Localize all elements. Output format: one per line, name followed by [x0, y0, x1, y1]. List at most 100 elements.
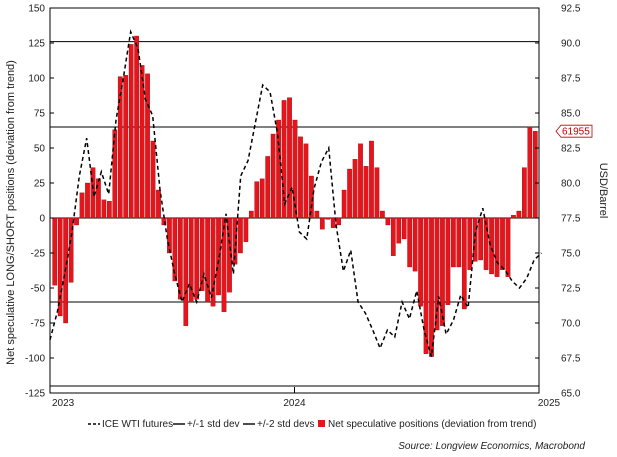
bar [243, 217, 249, 242]
bar [276, 119, 281, 219]
left-axis-title: Net speculative LONG/SHORT positions (de… [5, 60, 17, 365]
bar [456, 217, 462, 268]
callout-box [555, 124, 593, 138]
bar [407, 217, 413, 268]
bar [117, 76, 123, 219]
bar [85, 182, 90, 219]
bar [287, 97, 292, 219]
bar [352, 159, 358, 219]
right-axis-ticks: 92.5 90.0 87.5 85.0 82.5 80.0 77.5 75.0 72.5 70.0… [535, 4, 581, 400]
left-tick-label: -75 [31, 319, 46, 330]
right-tick-label: 80.0 [561, 179, 581, 190]
bar [429, 217, 434, 357]
right-tick-label: 90.0 [561, 39, 581, 50]
bar [221, 217, 227, 312]
x-tick-label: 2023 [52, 398, 75, 409]
bar [412, 217, 418, 272]
bar [358, 143, 363, 219]
bar [341, 189, 347, 219]
bar [150, 140, 156, 219]
x-tick-label: 2025 [538, 398, 561, 409]
bar [478, 217, 484, 261]
right-tick-label: 87.5 [561, 74, 581, 85]
bar [145, 73, 150, 219]
left-tick-label: 125 [28, 39, 45, 50]
bar [238, 217, 243, 254]
bar [128, 44, 134, 219]
bar [483, 217, 489, 270]
bar [248, 210, 254, 219]
legend: ICE WTI futures +/-1 std dev +/-2 std devs… [88, 419, 536, 430]
left-tick-label: 75 [34, 109, 46, 120]
left-tick-label: -50 [31, 284, 46, 295]
bar [418, 217, 423, 307]
bar [461, 217, 467, 310]
right-axis-title: USD/Barrel [597, 163, 609, 219]
bar [74, 217, 79, 226]
bar [177, 217, 183, 300]
left-tick-label: -125 [25, 389, 45, 400]
wti-line [49, 29, 542, 357]
right-tick-label: 72.5 [561, 284, 581, 295]
bar [188, 217, 194, 303]
legend-swatch-bar [318, 420, 325, 427]
bar [380, 210, 385, 219]
bar [330, 217, 336, 228]
left-tick-label: 0 [39, 214, 45, 225]
bar [172, 217, 178, 282]
bar [265, 156, 271, 219]
bar [123, 75, 129, 219]
right-tick-label: 82.5 [561, 144, 581, 155]
bar [199, 217, 205, 291]
bar [309, 175, 314, 219]
bar [494, 217, 500, 277]
value-callout: 61955 [555, 124, 593, 138]
bar [205, 217, 210, 303]
right-tick-label: 67.5 [561, 354, 581, 365]
bar [303, 143, 309, 219]
legend-label: +/-2 std devs [257, 419, 315, 430]
bar [96, 178, 101, 219]
left-tick-label: 50 [34, 144, 46, 155]
bar [440, 217, 445, 326]
bar [401, 217, 407, 240]
bar [325, 217, 331, 220]
right-tick-label: 70.0 [561, 319, 581, 330]
bar [336, 217, 342, 226]
bar [522, 167, 527, 219]
bar [505, 217, 511, 277]
bar [259, 178, 265, 219]
legend-label: +/-1 std dev [187, 419, 240, 430]
bar [516, 210, 522, 219]
right-tick-label: 65.0 [561, 389, 581, 400]
legend-label: Net speculative positions (deviation fro… [328, 419, 536, 430]
bar [363, 166, 369, 219]
bar [434, 217, 440, 331]
bar [167, 217, 172, 254]
bar [183, 217, 189, 326]
bar [101, 199, 107, 219]
left-tick-label: -100 [25, 354, 45, 365]
right-tick-label: 92.5 [561, 4, 581, 15]
bar [390, 217, 396, 256]
bar [52, 217, 58, 286]
bar [232, 217, 238, 265]
bar [423, 217, 429, 354]
bar [298, 136, 303, 219]
bar [107, 201, 112, 219]
bar [374, 167, 380, 219]
bar [79, 192, 85, 219]
bar [270, 133, 276, 219]
bar [292, 119, 298, 219]
callout-label: 61955 [562, 127, 590, 138]
left-tick-label: 100 [28, 74, 45, 85]
bar [210, 217, 216, 307]
bar [281, 100, 287, 219]
left-tick-label: -25 [31, 249, 46, 260]
bar [511, 215, 516, 219]
bar [489, 217, 494, 275]
bar [134, 35, 139, 219]
x-tick-label: 2024 [283, 398, 306, 409]
right-tick-label: 77.5 [561, 214, 581, 225]
